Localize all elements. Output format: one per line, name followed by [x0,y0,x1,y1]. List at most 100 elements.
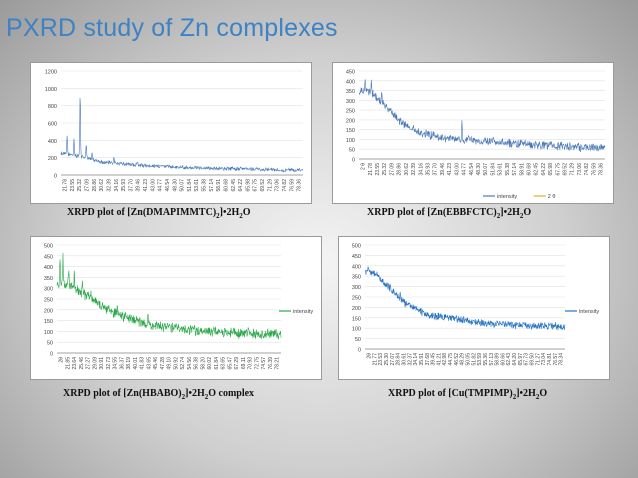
x-tick-label: 76.59 [591,163,597,176]
x-tick-label: 27.09 [389,163,395,176]
x-tick-label: 53.59 [477,353,483,366]
x-tick-label: 71.29 [267,179,273,192]
x-tick-label: 39.46 [440,163,446,176]
y-tick-label: 0 [54,174,57,180]
series-line [364,266,566,331]
x-tick-label: 65.98 [548,163,554,176]
x-tick-label: 2θ [367,353,373,359]
x-tick-label: 41.21 [436,353,442,366]
x-tick-label: 21.77 [372,353,378,366]
x-tick-label: 50.92 [173,357,179,370]
y-tick-label: 1200 [45,70,57,76]
y-tick-label: 100 [44,330,53,336]
series-line [56,252,282,340]
x-tick-label: 41.83 [140,357,146,370]
x-tick-label: 64.20 [512,353,518,366]
x-tick-label: 69.52 [260,179,266,192]
x-tick-label: 29.09 [92,357,98,370]
x-tick-label: 32.73 [106,357,112,370]
x-tick-label: 60.66 [500,353,506,366]
x-tick-label: 76.59 [289,179,295,192]
x-tick-label: 55.38 [505,163,511,176]
x-tick-label: 74.82 [584,163,590,176]
x-tick-label: 44.75 [448,353,454,366]
x-tick-label: 30.62 [99,179,105,192]
x-tick-label: 72.75 [254,357,260,370]
x-tick-label: 69.52 [563,163,569,176]
x-tick-label: 28.84 [396,353,402,366]
legend-label: intensity [293,309,313,315]
x-tick-label: 39.46 [136,179,142,192]
x-tick-label: 44.77 [158,179,164,192]
x-tick-label: 2 θ [361,163,367,170]
x-tick-label: 67.75 [555,163,561,176]
x-tick-label: 34.16 [114,179,120,192]
x-tick-label: 67.73 [524,353,530,366]
x-tick-label: 21.78 [368,163,374,176]
slide-title: PXRD study of Zn complexes [6,14,338,42]
x-tick-label: 57.14 [209,179,215,192]
x-tick-label: 63.65 [221,357,227,370]
x-tick-label: 43.65 [146,357,152,370]
x-tick-label: 62.45 [231,179,237,192]
x-tick-label: 25.32 [77,179,83,192]
legend-label: intensity [579,309,599,315]
y-tick-label: 200 [352,306,361,312]
x-tick-label: 48.30 [476,163,482,176]
x-tick-label: 23.55 [70,179,76,192]
y-tick-label: 250 [352,296,361,302]
x-tick-label: 57.14 [512,163,518,176]
x-tick-label: 35.93 [121,179,127,192]
x-tick-label: 36.37 [119,357,125,370]
y-tick-label: 250 [346,109,355,115]
y-tick-label: 200 [346,118,355,124]
x-tick-label: 56.38 [194,357,200,370]
y-tick-label: 300 [44,287,53,293]
x-tick-label: 60.68 [223,179,229,192]
x-tick-label: 57.13 [489,353,495,366]
x-tick-label: 25.46 [79,357,85,370]
x-tick-label: 39.45 [431,353,437,366]
x-tick-label: 43.00 [150,179,156,192]
x-tick-label: 74.82 [282,179,288,192]
y-tick-label: 350 [44,276,53,282]
y-tick-label: 600 [48,122,57,128]
y-tick-label: 50 [47,341,53,347]
x-tick-label: 62.43 [506,353,512,366]
x-tick-label: 55.36 [483,353,489,366]
x-tick-label: 78.36 [297,179,303,192]
x-tick-label: 25.32 [382,163,388,176]
x-tick-label: 37.70 [128,179,134,192]
x-tick-label: 41.23 [447,163,453,176]
x-tick-label: 30.91 [99,357,105,370]
x-tick-label: 69.50 [530,353,536,366]
y-tick-label: 400 [48,139,57,145]
x-tick-label: 51.84 [187,179,193,192]
y-tick-label: 100 [352,327,361,333]
y-tick-label: 0 [358,348,361,354]
x-tick-label: 52.74 [180,357,186,370]
x-tick-label: 73.06 [275,179,281,192]
x-tick-label: 55.38 [202,179,208,192]
x-tick-label: 73.06 [577,163,583,176]
y-tick-label: 400 [44,265,53,271]
x-tick-label: 32.39 [411,163,417,176]
y-tick-label: 200 [48,156,57,162]
y-tick-label: 250 [44,298,53,304]
x-tick-label: 43.00 [454,163,460,176]
x-tick-label: 30.62 [404,163,410,176]
x-tick-label: 76.39 [268,357,274,370]
x-tick-label: 46.52 [454,353,460,366]
y-tick-label: 0 [352,158,355,164]
y-tick-label: 500 [352,244,361,250]
x-tick-label: 41.23 [143,179,149,192]
caption-1: XRPD plot of [Zn(DMAPIMMTC)2]•2H2O [67,207,251,220]
y-tick-label: 150 [44,319,53,325]
y-tick-label: 400 [352,264,361,270]
x-tick-label: 78.21 [275,357,281,370]
x-tick-label: 45.46 [153,357,159,370]
x-tick-label: 76.57 [553,353,559,366]
caption-2: XRPD plot of [Zn(EBBFCTC)2]•2H2O [367,207,532,220]
x-tick-label: 61.84 [214,357,220,370]
x-tick-label: 64.22 [238,179,244,192]
